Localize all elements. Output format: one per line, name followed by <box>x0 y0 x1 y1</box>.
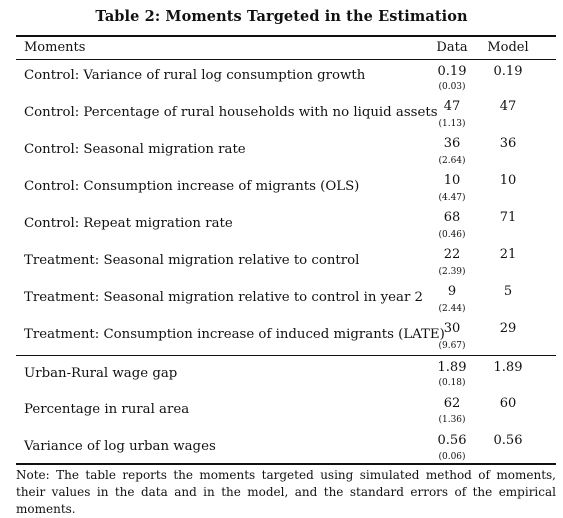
standard-error: (2.39) <box>438 267 466 277</box>
section-rule <box>16 355 556 356</box>
header-rule <box>16 59 556 60</box>
standard-error: (1.36) <box>438 415 466 425</box>
header-data: Data <box>436 40 468 55</box>
standard-error: (0.18) <box>438 378 466 388</box>
table-note: Note: The table reports the moments targ… <box>16 468 556 516</box>
data-value: 22 <box>443 247 461 262</box>
model-value: 71 <box>499 210 517 225</box>
model-value: 47 <box>499 99 517 114</box>
model-value: 36 <box>499 136 517 151</box>
data-value: 0.19 <box>437 64 467 79</box>
standard-error: (2.44) <box>438 304 466 314</box>
model-value: 10 <box>499 173 517 188</box>
model-value: 5 <box>503 284 513 299</box>
standard-error: (0.46) <box>438 230 466 240</box>
top-rule <box>16 35 556 37</box>
standard-error: (1.13) <box>438 119 466 129</box>
moment-label: Control: Seasonal migration rate <box>24 142 246 157</box>
data-value: 68 <box>443 210 461 225</box>
moment-label: Treatment: Consumption increase of induc… <box>24 327 445 342</box>
model-value: 29 <box>499 321 517 336</box>
header-model: Model <box>487 40 529 55</box>
standard-error: (2.64) <box>438 156 466 166</box>
data-value: 47 <box>443 99 461 114</box>
model-value: 0.19 <box>493 64 523 79</box>
standard-error: (0.06) <box>438 452 466 462</box>
moment-label: Variance of log urban wages <box>24 439 216 454</box>
bottom-rule <box>16 463 556 465</box>
data-value: 0.56 <box>437 433 467 448</box>
moment-label: Control: Consumption increase of migrant… <box>24 179 360 194</box>
moment-label: Percentage in rural area <box>24 402 190 417</box>
data-value: 62 <box>443 396 461 411</box>
standard-error: (0.03) <box>438 82 466 92</box>
model-value: 21 <box>499 247 517 262</box>
model-value: 60 <box>499 396 517 411</box>
data-value: 36 <box>443 136 461 151</box>
data-value: 10 <box>443 173 461 188</box>
model-value: 0.56 <box>493 433 523 448</box>
model-value: 1.89 <box>493 360 523 375</box>
data-value: 9 <box>447 284 457 299</box>
standard-error: (9.67) <box>438 341 466 351</box>
table-title: Table 2: Moments Targeted in the Estimat… <box>95 8 468 25</box>
moment-label: Treatment: Seasonal migration relative t… <box>24 290 423 305</box>
data-value: 30 <box>443 321 461 336</box>
data-value: 1.89 <box>437 360 467 375</box>
standard-error: (4.47) <box>438 193 466 203</box>
moment-label: Urban-Rural wage gap <box>24 366 178 381</box>
header-moments: Moments <box>24 40 86 55</box>
moment-label: Control: Variance of rural log consumpti… <box>24 68 366 83</box>
moment-label: Treatment: Seasonal migration relative t… <box>24 253 360 268</box>
moment-label: Control: Percentage of rural households … <box>24 105 438 120</box>
moment-label: Control: Repeat migration rate <box>24 216 233 231</box>
